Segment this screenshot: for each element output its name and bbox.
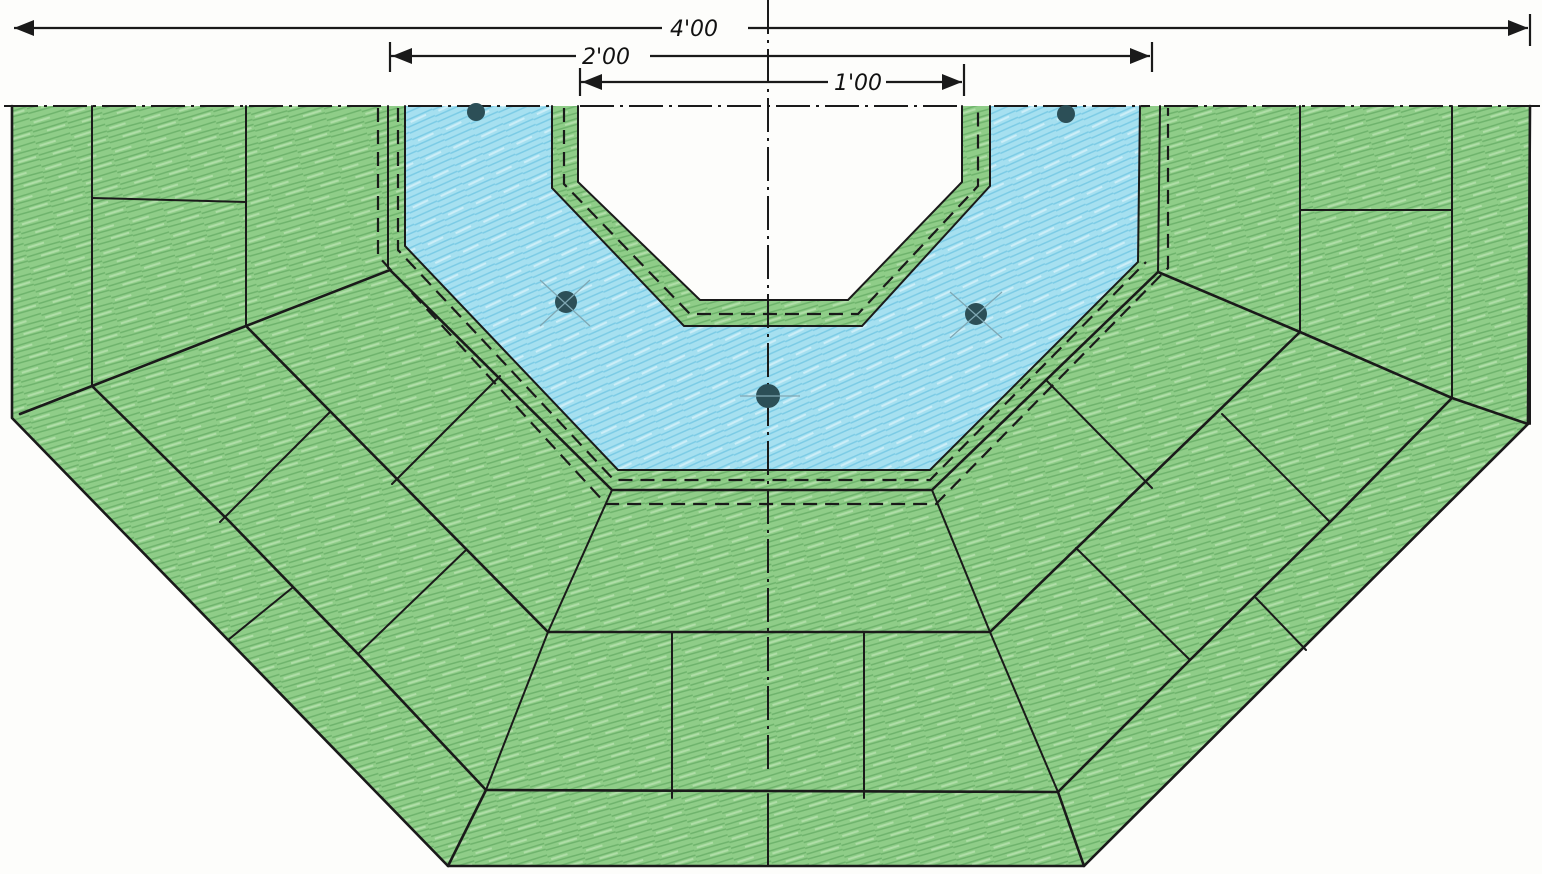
dimension-4-00: 4'00 bbox=[14, 14, 1532, 46]
jet-dot bbox=[467, 103, 485, 121]
fountain-jets bbox=[467, 103, 1075, 408]
paving-joints bbox=[91, 105, 1531, 867]
island-center bbox=[578, 106, 962, 300]
island-inner-edge bbox=[577, 105, 963, 301]
pond-outer-edge-left bbox=[387, 105, 1161, 471]
lawn-outline bbox=[10, 104, 1532, 868]
dimension-1-00: 1'00 bbox=[578, 64, 966, 96]
jet-dot bbox=[1057, 105, 1075, 123]
dimension-label-overall: 4'00 bbox=[670, 17, 718, 42]
dimension-label-inner: 1'00 bbox=[834, 71, 882, 96]
dimension-2-00: 2'00 bbox=[388, 42, 1154, 72]
band-inner-arc bbox=[484, 788, 1060, 794]
pond bbox=[405, 106, 1140, 470]
island-dashed bbox=[562, 108, 980, 316]
pond-dashed-outer bbox=[376, 108, 1170, 506]
band-2-outline bbox=[18, 268, 1530, 492]
pond-dashed-inner bbox=[396, 108, 1147, 482]
lawn-fill bbox=[12, 106, 1530, 866]
island-edge bbox=[551, 105, 991, 327]
dimension-label-middle: 2'00 bbox=[582, 45, 630, 70]
island-rim-fill bbox=[552, 106, 990, 326]
pond-outlines bbox=[376, 105, 1170, 506]
lawn-area bbox=[12, 106, 1530, 866]
